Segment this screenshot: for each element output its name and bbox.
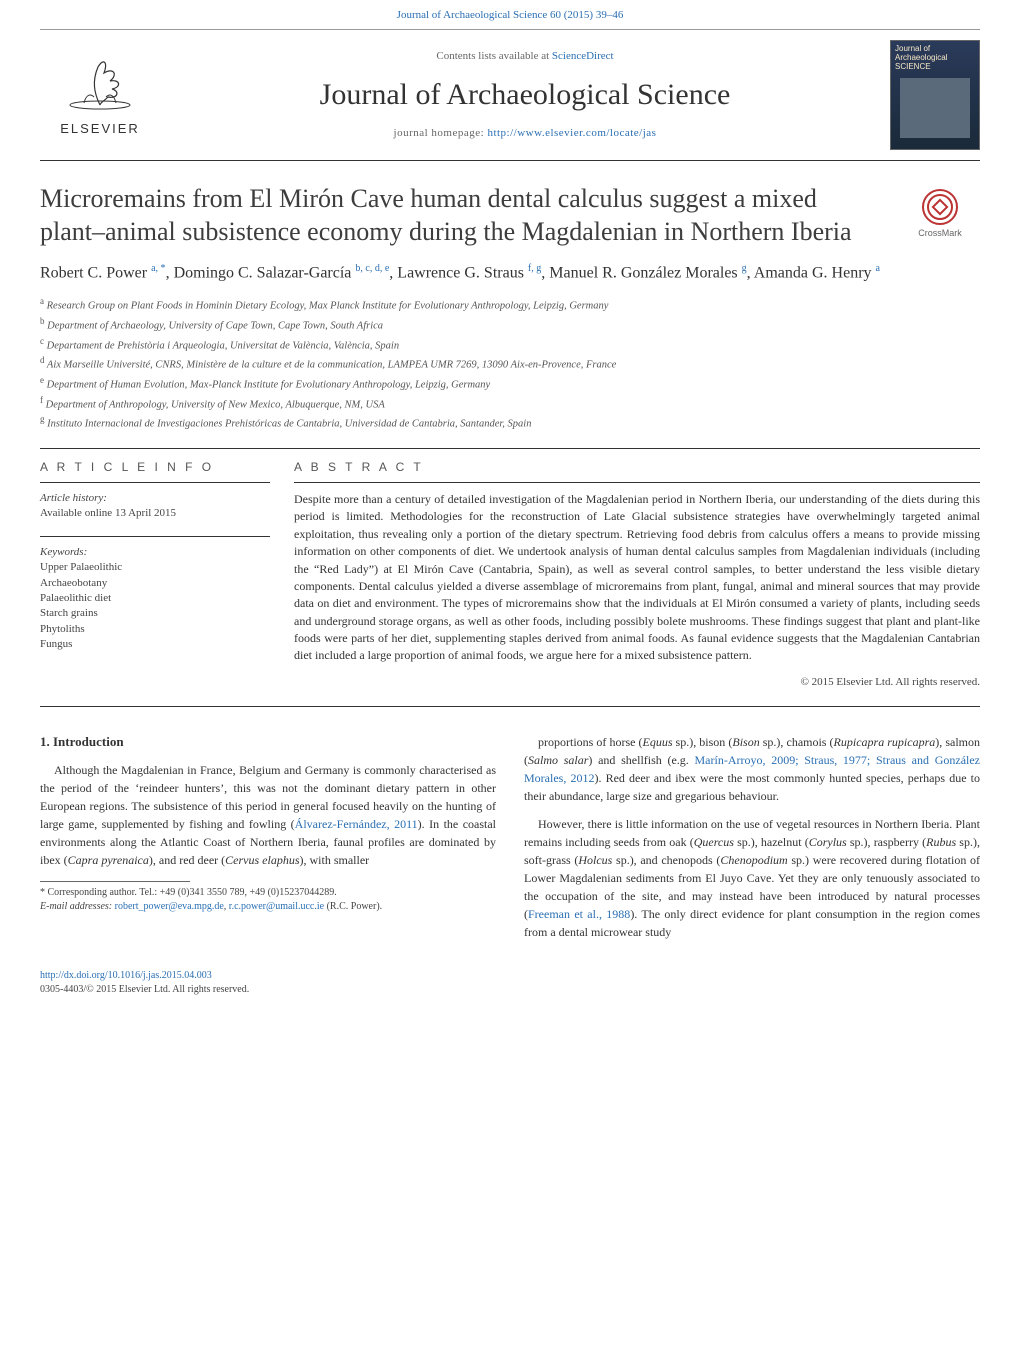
masthead: ELSEVIER Contents lists available at Sci… <box>0 32 1020 150</box>
keywords-block: Keywords: Upper PalaeolithicArchaeobotan… <box>40 545 270 653</box>
page-footer: http://dx.doi.org/10.1016/j.jas.2015.04.… <box>0 961 1020 1011</box>
journal-cover-thumb: Journal of Archaeological SCIENCE <box>890 40 980 150</box>
article-info-column: A R T I C L E I N F O Article history: A… <box>40 459 270 690</box>
citation-link[interactable]: Journal of Archaeological Science 60 (20… <box>397 9 624 21</box>
affiliation: e Department of Human Evolution, Max-Pla… <box>40 374 980 393</box>
cover-title: Journal of Archaeological SCIENCE <box>895 45 975 71</box>
keywords-label: Keywords: <box>40 545 270 560</box>
corresponding-author: * Corresponding author. Tel.: +49 (0)341… <box>40 886 496 900</box>
email-1[interactable]: robert_power@eva.mpg.de <box>115 901 224 912</box>
journal-title: Journal of Archaeological Science <box>180 74 870 116</box>
keyword: Starch grains <box>40 606 270 621</box>
affiliation: a Research Group on Plant Foods in Homin… <box>40 295 980 314</box>
rule-top <box>40 29 980 30</box>
doi-link[interactable]: http://dx.doi.org/10.1016/j.jas.2015.04.… <box>40 970 212 981</box>
abstract-copyright: © 2015 Elsevier Ltd. All rights reserved… <box>294 675 980 690</box>
header-citation: Journal of Archaeological Science 60 (20… <box>0 0 1020 27</box>
elsevier-label: ELSEVIER <box>40 120 160 138</box>
affiliation: f Department of Anthropology, University… <box>40 394 980 413</box>
cover-image-placeholder <box>900 78 970 138</box>
affiliation: b Department of Archaeology, University … <box>40 315 980 334</box>
intro-paragraph-3: However, there is little information on … <box>524 815 980 941</box>
keyword: Palaeolithic diet <box>40 591 270 606</box>
ref-alvarez[interactable]: Álvarez-Fernández, 2011 <box>295 817 418 831</box>
crossmark-label: CrossMark <box>918 228 962 238</box>
keyword: Phytoliths <box>40 622 270 637</box>
history-line: Available online 13 April 2015 <box>40 506 270 521</box>
journal-homepage: journal homepage: http://www.elsevier.co… <box>180 126 870 141</box>
ref-freeman[interactable]: Freeman et al., 1988 <box>528 907 630 921</box>
issn-line: 0305-4403/© 2015 Elsevier Ltd. All right… <box>40 984 249 995</box>
contents-prefix: Contents lists available at <box>436 50 551 62</box>
footnotes: * Corresponding author. Tel.: +49 (0)341… <box>40 886 496 913</box>
body-columns: 1. Introduction Although the Magdalenian… <box>0 707 1020 961</box>
abstract-column: A B S T R A C T Despite more than a cent… <box>294 459 980 690</box>
elsevier-logo: ELSEVIER <box>40 53 160 138</box>
email-2[interactable]: r.c.power@umail.ucc.ie <box>229 901 324 912</box>
article-header: Microremains from El Mirón Cave human de… <box>0 161 1020 432</box>
homepage-link[interactable]: http://www.elsevier.com/locate/jas <box>487 127 656 139</box>
affiliations: a Research Group on Plant Foods in Homin… <box>40 295 980 432</box>
masthead-center: Contents lists available at ScienceDirec… <box>180 49 870 142</box>
keyword: Archaeobotany <box>40 576 270 591</box>
author-list: Robert C. Power a, *, Domingo C. Salazar… <box>40 262 980 285</box>
email-line: E-mail addresses: robert_power@eva.mpg.d… <box>40 900 496 914</box>
intro-paragraph-2: proportions of horse (Equus sp.), bison … <box>524 733 980 805</box>
elsevier-tree-icon <box>40 53 160 120</box>
contents-line: Contents lists available at ScienceDirec… <box>180 49 870 64</box>
intro-heading: 1. Introduction <box>40 733 496 751</box>
affiliation: d Aix Marseille Université, CNRS, Minist… <box>40 354 980 373</box>
history-label: Article history: <box>40 491 270 506</box>
meta-abstract-row: A R T I C L E I N F O Article history: A… <box>0 449 1020 690</box>
abstract-text: Despite more than a century of detailed … <box>294 491 980 665</box>
article-info-heading: A R T I C L E I N F O <box>40 459 270 476</box>
keyword: Fungus <box>40 637 270 652</box>
crossmark-icon <box>922 189 958 225</box>
sciencedirect-link[interactable]: ScienceDirect <box>552 50 614 62</box>
crossmark-badge[interactable]: CrossMark <box>900 189 980 240</box>
affiliation: c Departament de Prehistòria i Arqueolog… <box>40 335 980 354</box>
intro-paragraph-1: Although the Magdalenian in France, Belg… <box>40 761 496 869</box>
article-title: Microremains from El Mirón Cave human de… <box>40 183 860 248</box>
abstract-heading: A B S T R A C T <box>294 459 980 476</box>
footnote-rule <box>40 881 190 882</box>
keyword: Upper Palaeolithic <box>40 560 270 575</box>
article-history: Article history: Available online 13 Apr… <box>40 491 270 522</box>
homepage-label: journal homepage: <box>394 127 488 139</box>
affiliation: g Instituto Internacional de Investigaci… <box>40 413 980 432</box>
